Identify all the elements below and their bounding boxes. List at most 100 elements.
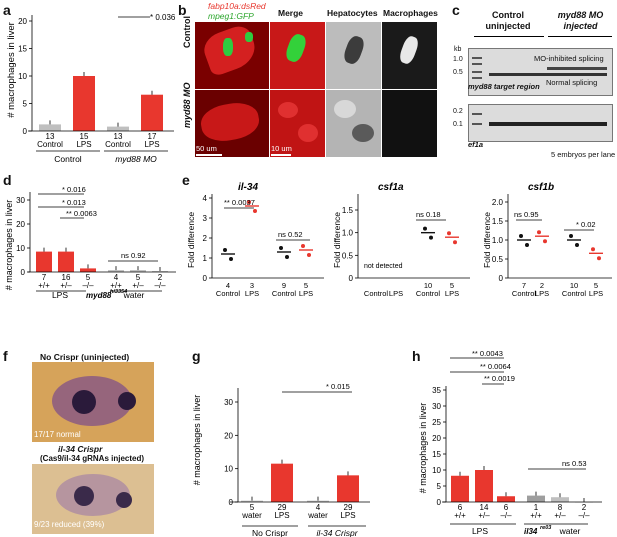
h-tick-label: 10: [432, 466, 441, 475]
a-group1: Control: [54, 154, 82, 164]
e-il34-point: [301, 244, 305, 248]
e-csf1b-tick-label: 2.0: [492, 198, 504, 207]
e-il34-n-label: 4: [226, 281, 230, 290]
h-group2: water: [559, 526, 581, 536]
e-csf1b-point: [569, 234, 573, 238]
c-note-inhibited: MO-inhibited splicing: [534, 54, 604, 63]
a-yticks: 0 5 10 15 20: [18, 17, 32, 136]
h-sig1: ** 0.0043: [472, 349, 503, 358]
a-tick-label: 10: [18, 72, 27, 81]
h-ylabel: # macrophages in liver: [418, 403, 428, 494]
a-bar: [73, 76, 95, 131]
b-title-red: fabp10a:dsRed: [208, 1, 266, 11]
h-tick-label: 20: [432, 434, 441, 443]
e-il34-cond-label: LPS: [245, 289, 259, 298]
e-csf1b-point: [519, 234, 523, 238]
e-csf1b-cond-label: Control: [512, 289, 537, 298]
chart-e: il-34 Fold difference 012344Control3LPS9…: [186, 182, 612, 298]
e-il34-n-label: 3: [250, 281, 254, 290]
e-csf1b-n-label: 5: [594, 281, 598, 290]
e-il34-point: [279, 246, 283, 250]
e-csf1a-tick-label: 1.5: [342, 206, 354, 215]
panel-label-b: b: [178, 2, 187, 18]
g-n-label: 29: [344, 503, 353, 512]
e-csf1a-n-label: 5: [450, 281, 454, 290]
d-cond-label: +/–: [132, 281, 144, 290]
e-il34-ylabel: Fold difference: [186, 212, 196, 268]
c-foot: 5 embryos per lane: [551, 150, 616, 159]
h-sig3: ** 0.0019: [484, 374, 515, 383]
e-csf1b-tick-label: 1.0: [492, 236, 504, 245]
h-gene: il34: [524, 527, 538, 536]
b-title-green: mpeg1:GFP: [208, 11, 254, 21]
e-il34-point: [247, 200, 251, 204]
h-cond-label: +/+: [530, 511, 542, 520]
e-il34-tick-label: 4: [203, 194, 208, 203]
c-ef1a-label: ef1a: [468, 140, 484, 149]
e-il34-sig2: ns 0.52: [278, 230, 303, 239]
e-csf1b-title: csf1b: [528, 182, 554, 193]
b-scalebar-10-line: [271, 154, 291, 156]
d-group1: LPS: [52, 290, 68, 300]
g-ylabel: # macrophages in liver: [192, 395, 202, 486]
a-n-label: 15: [80, 132, 89, 141]
d-tick-label: 20: [16, 220, 25, 229]
e-csf1a-title: csf1a: [378, 182, 404, 193]
h-bar: [451, 475, 469, 502]
h-allele: re03: [540, 525, 551, 531]
h-tick-label: 15: [432, 450, 441, 459]
e-csf1b-cond-label: Control: [562, 289, 587, 298]
c-kb-05: 0.5: [453, 69, 463, 76]
d-sig1: * 0.016: [62, 185, 86, 194]
b-micrograph-control-hepatocytes: [326, 22, 381, 89]
e-il34-n-label: 5: [304, 281, 308, 290]
d-bar: [80, 268, 96, 272]
h-bar: [527, 495, 545, 502]
c-gel-ef1a: [468, 104, 613, 142]
e-csf1b-tick-label: 1.5: [492, 217, 504, 226]
c-head-myd88: myd88 MO injected: [557, 10, 604, 31]
g-tick-label: 0: [229, 498, 234, 507]
a-cond-label: LPS: [76, 140, 91, 149]
d-cond-label: +/+: [110, 281, 122, 290]
e-csf1b-tick-label: 0: [499, 274, 504, 283]
f-bottom-title1: il-34 Crispr: [58, 444, 103, 454]
h-n-label: 6: [504, 503, 509, 512]
d-n-label: 4: [114, 273, 119, 282]
h-cond-label: +/–: [554, 511, 566, 520]
g-cond-label: water: [241, 511, 262, 520]
g-bar: [241, 500, 263, 502]
e-il34-tick-label: 0: [203, 274, 208, 283]
a-n-label: 13: [114, 132, 123, 141]
a-tick-label: 20: [18, 17, 27, 26]
b-col-merge: Merge: [278, 8, 304, 18]
a-bar: [39, 124, 61, 131]
d-n-label: 5: [86, 273, 91, 282]
panel-label-e: e: [182, 172, 190, 188]
e-csf1b-tick-label: 0.5: [492, 255, 504, 264]
panel-label-g: g: [192, 348, 201, 364]
a-tick-label: 15: [18, 45, 27, 54]
e-csf1a-cond-label: Control: [416, 289, 441, 298]
e-csf1b-point: [575, 243, 579, 247]
d-cond-label: –/–: [154, 281, 166, 290]
e-csf1b-sig2: * 0.02: [576, 220, 596, 229]
b-scalebar-10: 10 um: [271, 144, 292, 153]
e-csf1b-point: [591, 247, 595, 252]
d-n-label: 16: [62, 273, 71, 282]
e-il34-point: [223, 248, 227, 252]
e-il34-title: il-34: [238, 182, 258, 193]
e-csf1a-point: [429, 235, 433, 240]
e-il34-cond-label: LPS: [299, 289, 313, 298]
d-tick-label: 0: [21, 268, 26, 277]
c-kb-01: 0.1: [453, 121, 463, 128]
b-scalebar-50: 50 um: [196, 144, 217, 153]
f-photo-top: [32, 362, 154, 442]
d-bar: [58, 251, 74, 272]
a-ylabel: # macrophages in liver: [6, 22, 17, 118]
h-n-label: 14: [480, 503, 489, 512]
c-head-control: Control uninjected: [485, 10, 531, 31]
d-sig3: ** 0.0063: [66, 209, 97, 218]
h-bar: [475, 470, 493, 502]
